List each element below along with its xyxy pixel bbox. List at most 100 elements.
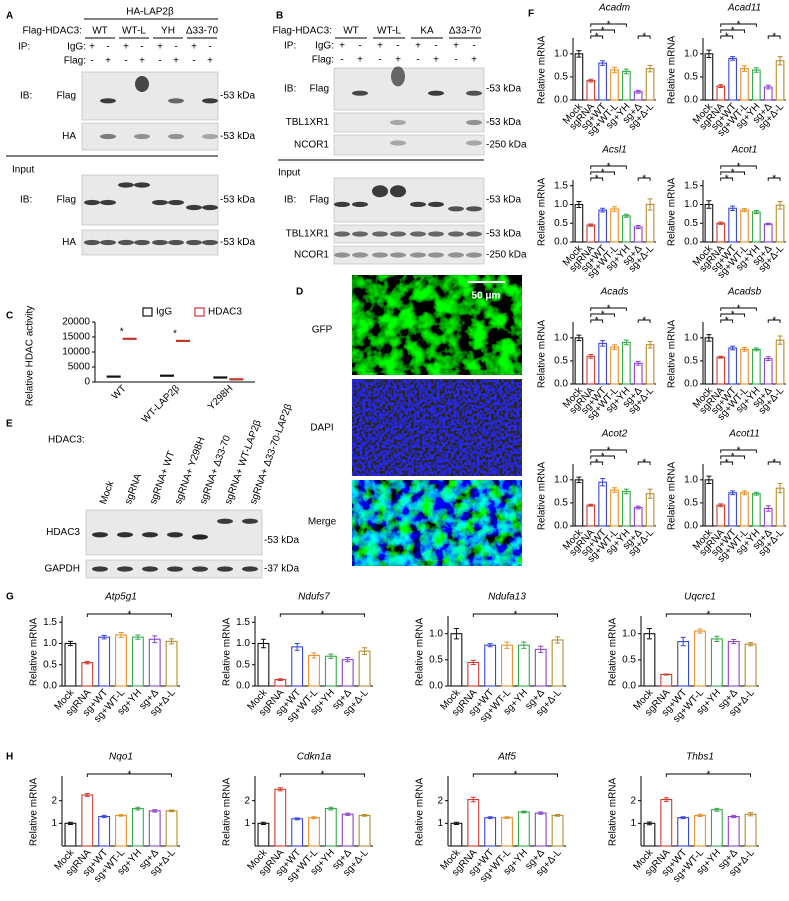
dapi-image <box>352 379 522 476</box>
error-bar <box>152 809 158 813</box>
band <box>372 252 388 258</box>
bar <box>727 815 740 847</box>
bar <box>274 788 287 847</box>
chart-title: Acadsb <box>727 287 762 298</box>
lane-label: sgRNA <box>123 472 144 506</box>
error-bar <box>345 812 351 816</box>
band <box>100 239 116 246</box>
x-tick-label: WT <box>110 383 129 402</box>
header: HA-LAP2β <box>126 7 174 18</box>
significance: * <box>772 174 776 185</box>
significance: * <box>601 452 605 463</box>
bar <box>610 489 619 527</box>
blot <box>81 174 219 226</box>
error-bar <box>294 817 300 821</box>
comparison-bracket <box>720 307 757 311</box>
error-bar <box>538 811 544 815</box>
error-bar <box>118 813 124 817</box>
legend-label: IgG <box>156 307 172 318</box>
sign: + <box>339 41 345 52</box>
error-bar <box>328 653 334 659</box>
y-tick-label: 1.5 <box>236 617 250 628</box>
comparison-bracket <box>279 773 366 777</box>
sign: - <box>208 42 211 53</box>
bar <box>574 53 584 101</box>
sign: + <box>173 56 179 67</box>
error-bar <box>612 66 617 74</box>
y-axis-label: Relative mRNA <box>415 618 426 687</box>
bar <box>517 644 530 687</box>
comparison-bracket <box>590 35 604 39</box>
y-axis-label: Relative mRNA <box>29 778 40 847</box>
blot-label: NCOR1 <box>294 140 329 151</box>
significance: * <box>731 26 735 37</box>
blot-label: HA <box>62 131 76 142</box>
error-bar <box>588 223 594 227</box>
y-axis-label: Relative mRNA <box>29 618 40 687</box>
bar <box>677 640 690 687</box>
bar <box>752 348 761 385</box>
blot <box>333 245 485 265</box>
bar <box>645 68 655 101</box>
sign: + <box>139 56 145 67</box>
error-bar <box>588 353 594 359</box>
bar <box>622 341 631 385</box>
error-bar <box>748 642 754 647</box>
significance: * <box>737 304 741 315</box>
error-bar <box>635 505 641 510</box>
bar <box>291 818 304 847</box>
bar <box>633 362 643 385</box>
x-tick-label: Y298H <box>206 383 235 412</box>
band <box>410 231 426 237</box>
error-bar <box>600 207 606 213</box>
ib-label: IB: <box>284 195 296 206</box>
comparison-bracket <box>720 461 734 465</box>
bar <box>501 644 513 687</box>
band <box>202 133 218 140</box>
comparison-bracket <box>720 177 734 181</box>
bar <box>704 203 714 243</box>
error-bar <box>600 477 606 487</box>
band <box>202 239 218 246</box>
panel-label: F <box>528 9 534 20</box>
bar <box>450 633 463 687</box>
bar <box>534 648 547 687</box>
y-tick-label: 0.5 <box>554 218 568 229</box>
blot <box>333 177 485 223</box>
band <box>92 566 108 572</box>
y-tick-label: 0.5 <box>684 356 698 367</box>
blot-label: TBL1XR1 <box>286 229 330 240</box>
band <box>466 231 482 237</box>
significance: * <box>725 174 729 185</box>
significance: * <box>737 20 741 31</box>
band <box>242 518 258 524</box>
comparison-bracket <box>767 319 781 323</box>
size-marker: -53 kDa <box>220 131 255 142</box>
blot-label: HDAC3 <box>46 527 80 538</box>
bar <box>728 492 737 527</box>
bar <box>517 811 530 847</box>
y-tick-label: 20000 <box>62 317 90 328</box>
error-bar <box>647 198 653 211</box>
blot <box>333 134 485 156</box>
error-bar <box>169 809 175 813</box>
bar <box>467 661 480 687</box>
band <box>448 206 464 212</box>
comparison-bracket <box>637 35 651 39</box>
band <box>352 252 368 258</box>
error-bar <box>663 797 669 802</box>
comparison-bracket <box>767 35 781 39</box>
significance: * <box>737 162 741 173</box>
y-tick-label: 1.5 <box>554 180 568 191</box>
bar <box>610 208 619 243</box>
error-bar <box>277 787 283 792</box>
significance: * <box>601 168 605 179</box>
error-bar <box>706 200 712 209</box>
lane-group: Δ33-70 <box>186 26 219 37</box>
band <box>168 133 184 140</box>
y-axis-label: Relative mRNA <box>537 36 548 105</box>
band <box>352 201 368 207</box>
band <box>202 98 218 104</box>
image-label: DAPI <box>310 423 333 434</box>
y-tick-label: 1.0 <box>684 48 698 59</box>
